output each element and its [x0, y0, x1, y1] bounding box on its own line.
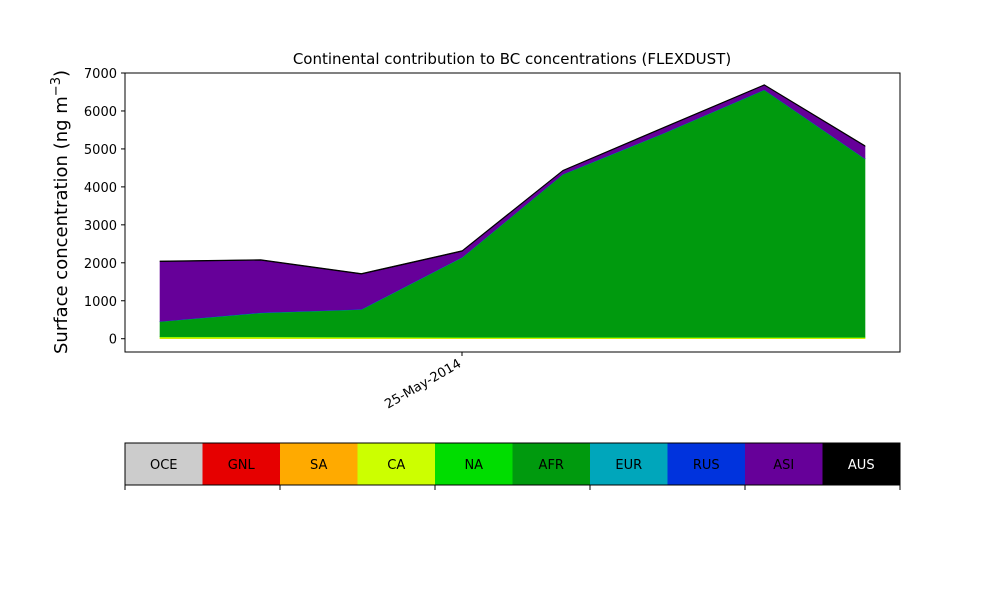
- legend-frame: [124, 442, 901, 486]
- chart-title: Continental contribution to BC concentra…: [293, 50, 731, 68]
- area-aus: [159, 84, 866, 275]
- plot-frame: [124, 72, 901, 353]
- legend-label-rus: RUS: [693, 458, 720, 473]
- legend-swatch-oce: [125, 443, 203, 485]
- legend-label-sa: SA: [310, 458, 327, 473]
- stacked-areas: [159, 84, 866, 339]
- legend-swatch-asi: [745, 443, 823, 485]
- y-tick-label: 6000: [84, 105, 117, 120]
- legend-swatch-sa: [280, 443, 358, 485]
- legend-swatch-eur: [590, 443, 668, 485]
- y-tick-label: 5000: [84, 143, 117, 158]
- legend-colorbar: OCE GNL SA CA NA AFR EUR RUS ASI AUS: [124, 442, 901, 490]
- legend-label-aus: AUS: [848, 458, 875, 473]
- y-axis: 0 1000 2000 3000 4000 5000 6000 7000: [84, 67, 125, 348]
- y-tick-label: 7000: [84, 67, 117, 82]
- y-tick-label: 0: [109, 333, 117, 348]
- legend-swatch-ca: [357, 443, 436, 485]
- legend-label-afr: AFR: [539, 458, 564, 473]
- legend-label-ca: CA: [387, 458, 405, 473]
- legend-label-asi: ASI: [773, 458, 794, 473]
- legend-label-gnl: GNL: [228, 458, 256, 473]
- legend-swatch-afr: [512, 443, 591, 485]
- y-tick-label: 4000: [84, 181, 117, 196]
- x-tick-label: 25-May-2014: [382, 356, 464, 412]
- y-tick-label: 3000: [84, 219, 117, 234]
- legend-swatch-rus: [667, 443, 746, 485]
- y-axis-label-close: ): [51, 70, 72, 77]
- y-tick-label: 1000: [84, 295, 117, 310]
- legend-label-eur: EUR: [615, 458, 642, 473]
- x-axis: 25-May-2014: [382, 352, 464, 412]
- legend-label-na: NA: [464, 458, 483, 473]
- legend-swatch-na: [435, 443, 513, 485]
- legend-label-oce: OCE: [150, 458, 178, 473]
- y-axis-label-main: Surface concentration (ng m: [51, 96, 72, 354]
- y-axis-label-unit-exponent: −3: [49, 77, 64, 96]
- legend-swatch-aus: [822, 443, 901, 485]
- y-tick-label: 2000: [84, 257, 117, 272]
- legend-swatch-gnl: [202, 443, 281, 485]
- y-axis-label: Surface concentration (ng m−3): [49, 70, 72, 354]
